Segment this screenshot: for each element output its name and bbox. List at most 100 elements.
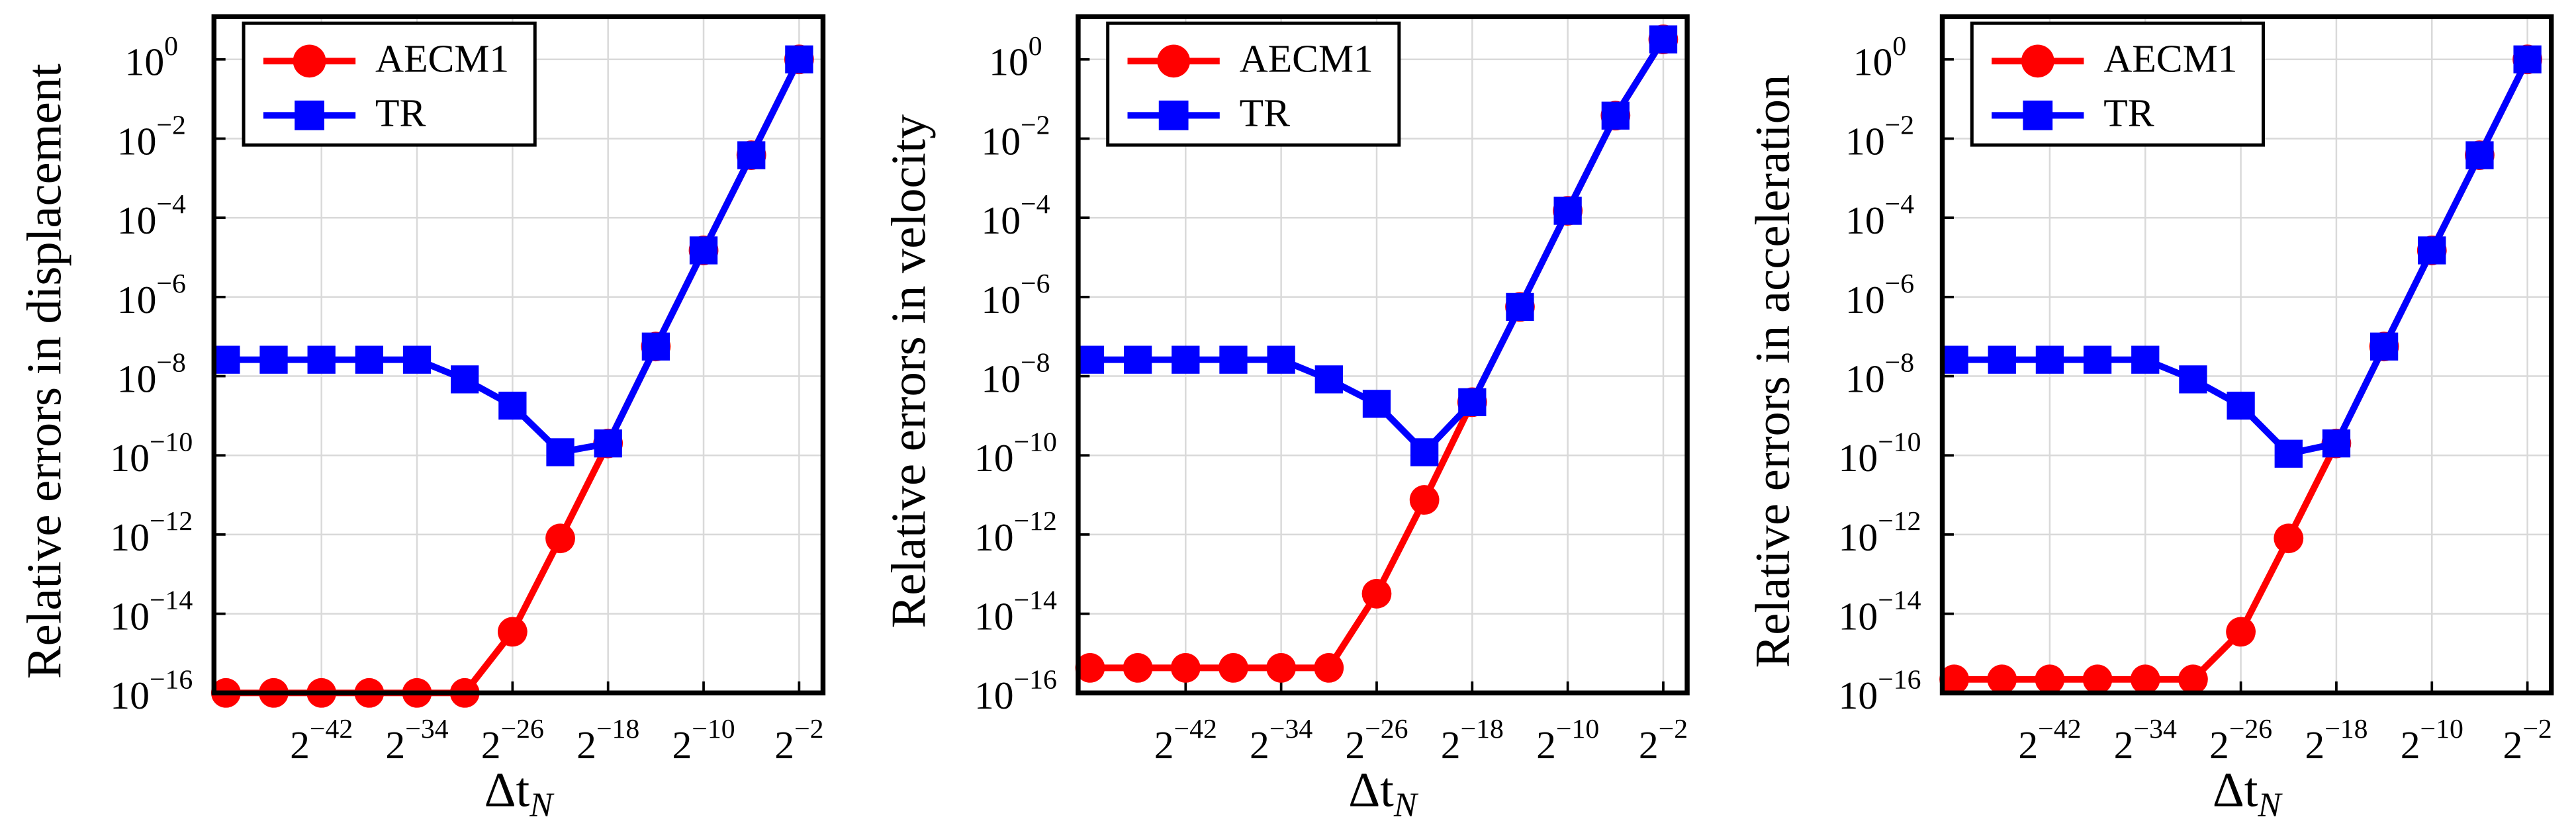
marker	[259, 345, 288, 374]
marker	[1266, 653, 1297, 683]
y-tick-label-base: 10	[974, 515, 1014, 559]
y-tick-label-base: 10	[1839, 436, 1878, 480]
legend-marker	[2021, 44, 2054, 78]
x-tick-label-sup: −34	[2134, 714, 2177, 744]
y-tick-label-base: 10	[1845, 357, 1885, 400]
y-tick-label-sup: −2	[1021, 110, 1050, 140]
y-tick-label: 100	[125, 30, 179, 83]
y-tick-label-base: 10	[974, 594, 1014, 638]
x-axis-label-sub: N	[2258, 785, 2283, 824]
x-tick-label-base: 2	[2401, 723, 2420, 767]
x-tick-label: 2−34	[2114, 714, 2177, 767]
x-tick-label-sup: −10	[2420, 714, 2463, 744]
x-tick-label-base: 2	[1639, 723, 1659, 767]
y-tick-label-sup: −6	[1021, 269, 1050, 299]
y-tick-label-base: 10	[117, 119, 157, 163]
marker	[2178, 664, 2208, 695]
marker	[1361, 578, 1392, 609]
x-tick-label: 2−18	[2305, 714, 2368, 767]
marker	[1123, 345, 1152, 374]
marker	[1219, 345, 1248, 374]
y-tick-label-base: 10	[1845, 277, 1885, 321]
marker	[402, 345, 432, 374]
marker	[1267, 345, 1295, 374]
y-tick-label-base: 10	[974, 674, 1014, 717]
x-tick-label: 2−34	[1250, 714, 1312, 767]
x-tick-label: 2−42	[290, 714, 353, 767]
marker	[737, 141, 766, 169]
marker	[1410, 438, 1439, 466]
marker	[1075, 653, 1105, 683]
marker	[2227, 391, 2255, 420]
y-tick-label: 100	[1853, 30, 1907, 83]
y-tick-label: 10−10	[974, 427, 1057, 480]
y-tick-label-base: 10	[981, 198, 1021, 242]
x-tick-label-sup: −18	[1461, 714, 1504, 744]
x-tick-label: 2−10	[2401, 714, 2463, 767]
y-tick-label-sup: −4	[156, 189, 186, 220]
y-tick-label: 10−6	[981, 269, 1050, 322]
marker	[2274, 523, 2304, 554]
x-tick-label-sup: −26	[1365, 714, 1408, 744]
x-tick-label: 2−2	[774, 714, 823, 767]
marker	[1940, 345, 1968, 374]
marker	[1076, 345, 1105, 374]
marker	[1553, 197, 1582, 225]
x-tick-label-base: 2	[576, 723, 596, 767]
y-tick-label-sup: −14	[1878, 585, 1921, 615]
marker	[641, 332, 670, 361]
y-tick-label: 10−16	[1839, 664, 1921, 717]
y-tick-label: 10−2	[1845, 110, 1914, 163]
marker	[785, 45, 813, 73]
y-tick-label-base: 10	[989, 40, 1029, 83]
marker	[1458, 388, 1487, 417]
x-tick-label: 2−26	[481, 714, 544, 767]
marker	[2179, 365, 2207, 394]
marker	[1314, 653, 1344, 683]
x-axis-label-base: Δt	[2213, 764, 2258, 818]
x-tick-label-sup: −42	[310, 714, 353, 744]
y-tick-label-base: 10	[110, 594, 150, 638]
y-tick-label: 10−4	[981, 189, 1050, 242]
axes-frame	[1076, 14, 1690, 696]
marker	[1987, 664, 2017, 695]
legend-marker	[1158, 101, 1189, 130]
x-tick-label-sup: −2	[1659, 714, 1688, 744]
x-tick-label-sup: −18	[596, 714, 639, 744]
marker	[1506, 292, 1534, 322]
x-tick-label-base: 2	[1536, 723, 1556, 767]
y-tick-label-base: 10	[981, 119, 1021, 163]
x-axis-label-base: Δt	[484, 764, 530, 818]
y-tick-label-sup: −10	[1878, 427, 1921, 457]
y-tick-label-sup: 0	[164, 30, 178, 61]
y-tick-label: 10−4	[117, 189, 186, 242]
x-tick-label-base: 2	[2018, 723, 2038, 767]
marker	[212, 345, 240, 374]
y-axis-label: Relative errors in velocity	[882, 114, 936, 629]
marker	[545, 523, 575, 554]
marker	[498, 391, 527, 420]
marker	[2369, 332, 2399, 361]
x-tick-label: 2−26	[1345, 714, 1408, 767]
y-tick-label-sup: −4	[1021, 189, 1050, 220]
y-tick-label: 10−8	[1845, 347, 1914, 400]
y-tick-label-sup: −12	[1014, 506, 1057, 537]
marker	[2083, 345, 2112, 374]
x-tick-label-base: 2	[2209, 723, 2229, 767]
marker	[1939, 664, 1969, 695]
marker	[594, 429, 622, 458]
y-tick-label: 10−10	[110, 427, 193, 480]
y-tick-label-sup: −2	[156, 110, 185, 140]
x-tick-label-base: 2	[481, 723, 501, 767]
x-tick-label-sup: −10	[692, 714, 735, 744]
marker	[689, 236, 718, 265]
y-tick-label: 10−12	[1839, 506, 1921, 559]
y-tick-label-sup: 0	[1892, 30, 1906, 61]
legend-label: AECM1	[1240, 37, 1373, 81]
marker	[1988, 345, 2016, 374]
x-axis-label-sub: N	[529, 785, 555, 824]
x-tick-label: 2−18	[1441, 714, 1504, 767]
y-tick-label-sup: −4	[1885, 189, 1915, 220]
y-tick-label: 10−12	[110, 506, 193, 559]
